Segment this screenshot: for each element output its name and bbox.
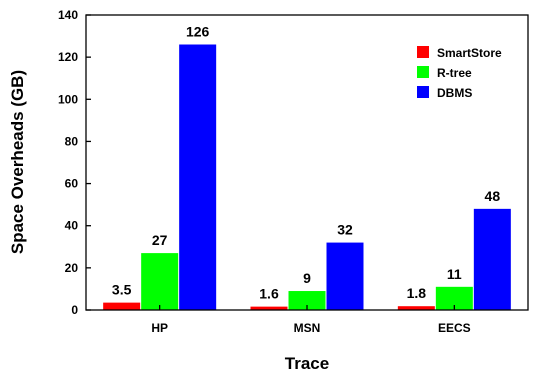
legend-swatch-smartstore [417,46,429,58]
y-tick-label-140: 140 [58,8,78,22]
legend: SmartStore R-tree DBMS [417,46,502,100]
bar-hp-dbms [179,44,217,310]
data-label-eecs-dbms: 48 [485,188,501,204]
data-labels-group: 3.5 27 126 1.6 9 32 1.8 11 48 [112,24,500,302]
bars-group [103,44,511,310]
data-label-hp-r-tree: 27 [152,232,168,248]
data-label-msn-r-tree: 9 [303,270,311,286]
legend-swatch-dbms [417,86,429,98]
legend-swatch-rtree [417,66,429,78]
bar-msn-dbms [326,242,364,310]
x-tick-label-msn: MSN [294,321,321,335]
data-label-msn-smartstore: 1.6 [259,286,279,302]
legend-label-dbms: DBMS [437,86,472,100]
bar-msn-r-tree [288,291,326,310]
data-label-hp-dbms: 126 [186,24,210,40]
data-label-eecs-r-tree: 11 [447,266,462,282]
data-label-msn-dbms: 32 [337,222,353,238]
y-tick-label-120: 120 [58,50,78,64]
y-tick-label-20: 20 [65,261,79,275]
data-label-eecs-smartstore: 1.8 [407,285,427,301]
y-axis-title: Space Overheads (GB) [8,70,27,254]
y-tick-label-100: 100 [58,92,78,106]
legend-label-rtree: R-tree [437,66,472,80]
bar-eecs-smartstore [397,306,435,310]
axes-group: 0 20 40 60 80 100 120 140 HP MSN EECS [58,8,471,335]
legend-label-smartstore: SmartStore [437,46,502,60]
y-tick-label-0: 0 [71,303,78,317]
y-tick-label-80: 80 [65,134,79,148]
data-label-hp-smartstore: 3.5 [112,282,132,298]
x-tick-label-hp: HP [151,321,168,335]
x-axis-title: Trace [285,354,329,373]
bar-hp-smartstore [103,302,141,310]
bar-eecs-dbms [473,208,511,310]
bar-msn-smartstore [250,306,288,310]
y-tick-label-60: 60 [65,177,79,191]
x-tick-label-eecs: EECS [438,321,471,335]
bar-hp-r-tree [141,253,179,310]
bar-eecs-r-tree [435,286,473,310]
y-tick-label-40: 40 [65,219,79,233]
